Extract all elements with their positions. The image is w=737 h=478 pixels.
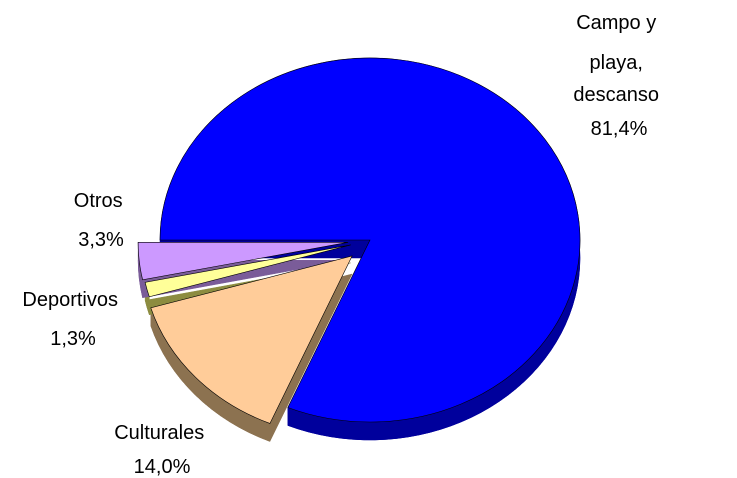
pie-slices-layer bbox=[137, 57, 581, 424]
slice-label-culturales-line-1: Culturales bbox=[114, 422, 204, 444]
slice-value-campo: 81,4% bbox=[591, 118, 648, 140]
slice-label-deportivos-line-1: Deportivos bbox=[22, 289, 118, 311]
slice-label-campo-line-3: descanso bbox=[573, 84, 659, 106]
pie-slice-culturales bbox=[150, 255, 353, 424]
slice-label-deportivos: Deportivos 1,3% bbox=[22, 289, 123, 350]
slice-label-campo: Campo y playa, descanso 81,4% bbox=[573, 12, 664, 140]
slice-value-culturales: 14,0% bbox=[134, 456, 191, 478]
slice-label-otros: Otros 3,3% bbox=[74, 190, 128, 251]
slice-label-otros-line-1: Otros bbox=[74, 190, 123, 212]
slice-label-culturales: Culturales 14,0% bbox=[114, 422, 210, 478]
slice-label-campo-line-1: Campo y bbox=[576, 12, 656, 34]
pie-slice-deportivos bbox=[144, 244, 351, 298]
slice-value-deportivos: 1,3% bbox=[50, 328, 96, 350]
slice-label-campo-line-2: playa, bbox=[590, 52, 643, 74]
pie-slice-otros bbox=[137, 241, 349, 281]
slice-value-otros: 3,3% bbox=[78, 229, 124, 251]
pie-slice-campo bbox=[159, 57, 581, 423]
